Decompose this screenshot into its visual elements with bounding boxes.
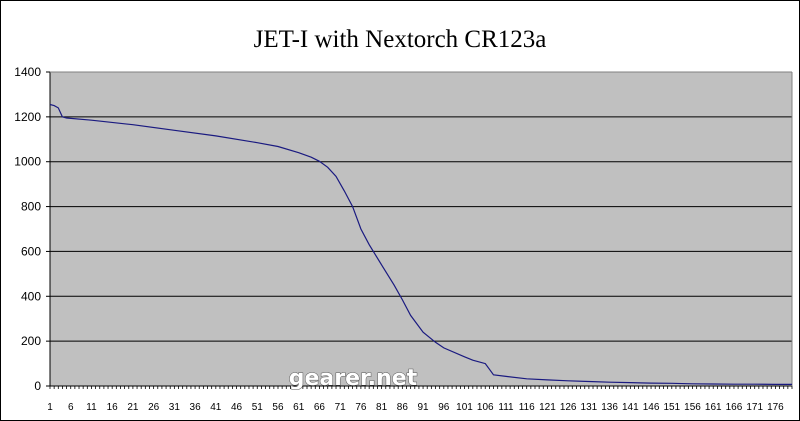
x-tick-label: 151 xyxy=(663,402,680,413)
x-tick-label: 76 xyxy=(355,402,367,413)
x-tick-label: 16 xyxy=(107,402,119,413)
x-tick-label: 36 xyxy=(190,402,202,413)
x-tick-label: 91 xyxy=(418,402,430,413)
x-tick-label: 56 xyxy=(272,402,284,413)
x-tick-label: 141 xyxy=(622,402,639,413)
x-tick-label: 6 xyxy=(68,402,74,413)
x-tick-label: 146 xyxy=(643,402,660,413)
x-tick-label: 121 xyxy=(539,402,556,413)
x-tick-label: 86 xyxy=(397,402,409,413)
x-tick-label: 171 xyxy=(746,402,763,413)
x-tick-label: 66 xyxy=(314,402,326,413)
x-tick-label: 41 xyxy=(210,402,222,413)
x-tick-label: 161 xyxy=(705,402,722,413)
x-tick-label: 81 xyxy=(376,402,388,413)
y-tick-label: 0 xyxy=(34,379,41,393)
x-tick-label: 136 xyxy=(601,402,618,413)
x-tick-label: 26 xyxy=(148,402,160,413)
y-tick-label: 1200 xyxy=(14,110,41,124)
x-tick-label: 61 xyxy=(293,402,305,413)
y-tick-label: 200 xyxy=(21,334,41,348)
series-line xyxy=(49,103,792,385)
x-tick-label: 21 xyxy=(127,402,139,413)
chart-title: JET-I with Nextorch CR123a xyxy=(253,26,547,53)
x-tick-label: 116 xyxy=(519,402,535,413)
axes xyxy=(49,71,793,387)
x-tick-label: 46 xyxy=(231,402,243,413)
x-tick-label: 156 xyxy=(684,402,701,413)
x-axis-ticks: 1 6 11 16 21 26 31 36 41 46 51 56 61 66 71 76 81 86 91 96 10… xyxy=(47,386,793,413)
x-tick-label: 176 xyxy=(767,402,784,413)
x-tick-label: 131 xyxy=(581,402,598,413)
x-tick-label: 101 xyxy=(456,402,473,413)
x-tick-label: 126 xyxy=(560,402,577,413)
x-tick-label: 106 xyxy=(477,402,494,413)
y-axis-ticks: 0 200 400 600 800 1000 1200 1400 xyxy=(14,65,50,393)
y-tick-label: 600 xyxy=(21,244,41,258)
y-tick-label: 800 xyxy=(21,200,41,214)
x-tick-label: 11 xyxy=(86,402,97,413)
x-tick-label: 1 xyxy=(47,402,53,413)
y-tick-label: 1400 xyxy=(14,65,41,79)
x-tick-label: 96 xyxy=(438,402,450,413)
y-tick-label: 400 xyxy=(21,289,41,303)
x-tick-label: 31 xyxy=(169,402,181,413)
x-tick-label: 111 xyxy=(498,402,514,413)
y-tick-label: 1000 xyxy=(14,155,41,169)
x-tick-label: 166 xyxy=(726,402,743,413)
plot-area xyxy=(50,72,792,386)
x-tick-label: 51 xyxy=(252,402,264,413)
watermark-text: gearer.net xyxy=(289,366,418,391)
x-tick-label: 71 xyxy=(335,402,347,413)
